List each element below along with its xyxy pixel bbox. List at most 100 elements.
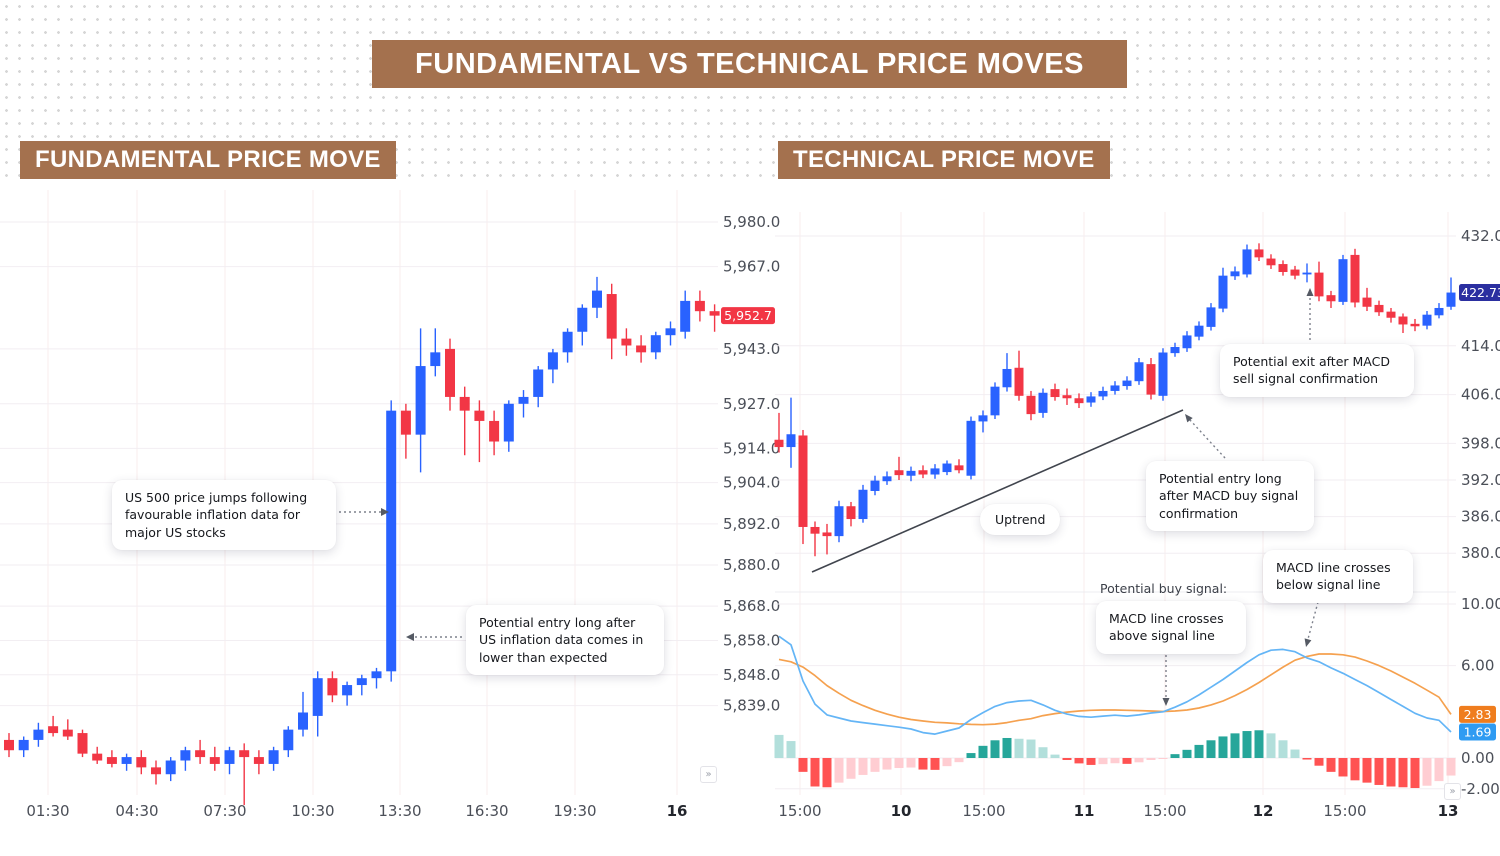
- candle: [386, 410, 397, 672]
- price-badge: [721, 307, 775, 325]
- price-badge-label: 422.73: [1461, 285, 1500, 300]
- y-axis-label: 5,927.0: [723, 395, 780, 413]
- x-axis-label: 15:00: [1143, 802, 1186, 820]
- macd-histogram: [774, 730, 1456, 789]
- candle: [810, 526, 820, 534]
- candles: [4, 276, 720, 806]
- candle: [4, 739, 14, 751]
- candle: [268, 750, 279, 764]
- candle: [1170, 347, 1180, 354]
- technical-section-header: TECHNICAL PRICE MOVE: [778, 141, 1110, 179]
- candle: [846, 506, 856, 520]
- candle: [180, 750, 191, 761]
- right-entry-annotation-bubble: Potential entry long after MACD buy sign…: [1146, 461, 1314, 531]
- candle: [1278, 264, 1288, 272]
- candle: [966, 420, 976, 476]
- right-entry-arrow: [1189, 419, 1226, 459]
- x-axis-label: 11: [1074, 802, 1095, 820]
- candle: [1302, 272, 1312, 275]
- candle: [77, 733, 88, 754]
- candle: [518, 396, 529, 404]
- candle: [650, 335, 661, 353]
- candle: [1338, 259, 1348, 302]
- candle: [1086, 396, 1096, 403]
- candle: [1002, 368, 1012, 388]
- candle: [283, 729, 294, 751]
- candle: [1146, 364, 1156, 395]
- candle: [1254, 249, 1264, 258]
- candle: [312, 678, 323, 716]
- y-axis-label: 5,914.0: [723, 439, 780, 457]
- uptrend-trendline: [811, 409, 1184, 573]
- candle: [562, 331, 573, 353]
- candle: [680, 300, 691, 332]
- candle: [1182, 335, 1192, 349]
- candle: [636, 345, 647, 353]
- candle: [1314, 272, 1324, 297]
- price-badge: [1459, 284, 1500, 302]
- signal-line: [778, 653, 1452, 726]
- candle: [577, 307, 588, 332]
- candle: [533, 369, 544, 397]
- x-axis-label: 13:30: [378, 802, 421, 820]
- y-axis-label: 5,868.0: [723, 597, 780, 615]
- y-axis-label: 5,904.0: [723, 474, 780, 492]
- y-axis-label: 392.00: [1461, 471, 1500, 489]
- exit-annotation-bubble: Potential exit after MACD sell signal co…: [1220, 344, 1414, 397]
- sell-signal-arrow: [1307, 601, 1319, 640]
- candle: [882, 476, 892, 482]
- candle: [459, 396, 470, 411]
- candle: [342, 685, 353, 696]
- candle: [786, 434, 796, 448]
- candle: [1110, 385, 1120, 391]
- x-axis-label: 15:00: [962, 802, 1005, 820]
- candle: [822, 532, 832, 537]
- candle: [1350, 254, 1360, 303]
- candle: [990, 386, 1000, 416]
- y-axis-label: 5,880.0: [723, 556, 780, 574]
- candle: [1434, 307, 1444, 316]
- candle: [1134, 362, 1144, 382]
- candle: [978, 415, 988, 422]
- buy-signal-title: Potential buy signal:: [1100, 581, 1228, 596]
- candle: [1386, 311, 1396, 318]
- x-axis-label: 12: [1253, 802, 1274, 820]
- candle: [1122, 380, 1132, 387]
- candle: [1098, 390, 1108, 397]
- candle: [62, 729, 73, 737]
- buy-signal-arrowhead: [1162, 698, 1170, 706]
- macd-axis-label: 10.00: [1461, 595, 1500, 613]
- x-axis-label: 19:30: [553, 802, 596, 820]
- candle: [327, 678, 338, 696]
- candle: [1374, 304, 1384, 313]
- y-axis-label: 432.00: [1461, 227, 1500, 245]
- y-axis-label: 406.00: [1461, 386, 1500, 404]
- price-badge: [1459, 705, 1496, 723]
- x-axis-label: 01:30: [26, 802, 69, 820]
- candle: [1326, 295, 1336, 302]
- macd-axis-label: -2.00: [1461, 780, 1500, 798]
- candle: [774, 439, 784, 448]
- right-price-scale-collapse-button[interactable]: »: [1444, 783, 1461, 800]
- candle: [1398, 316, 1408, 325]
- candle: [834, 506, 844, 537]
- x-axis-label: 04:30: [115, 802, 158, 820]
- candle: [894, 470, 904, 476]
- candle: [356, 678, 367, 686]
- candles: [774, 243, 1456, 557]
- macd-line: [778, 635, 1452, 735]
- y-axis-label: 5,858.0: [723, 631, 780, 649]
- candle: [165, 760, 176, 775]
- candle: [1290, 269, 1300, 276]
- x-axis-label: 13: [1438, 802, 1459, 820]
- candle: [224, 750, 235, 764]
- price-badge-label: 5,952.7: [724, 308, 772, 323]
- left-price-scale-collapse-button[interactable]: »: [700, 766, 717, 783]
- news-annotation-bubble: US 500 price jumps following favourable …: [112, 480, 336, 550]
- candle: [1218, 275, 1228, 309]
- candle: [870, 480, 880, 491]
- candle: [253, 757, 264, 764]
- candle: [503, 403, 514, 442]
- technical-price-move-chart[interactable]: 15:00 10 15:00 11 15:00 12 15:00 13 432.00 414.00…: [774, 212, 1500, 820]
